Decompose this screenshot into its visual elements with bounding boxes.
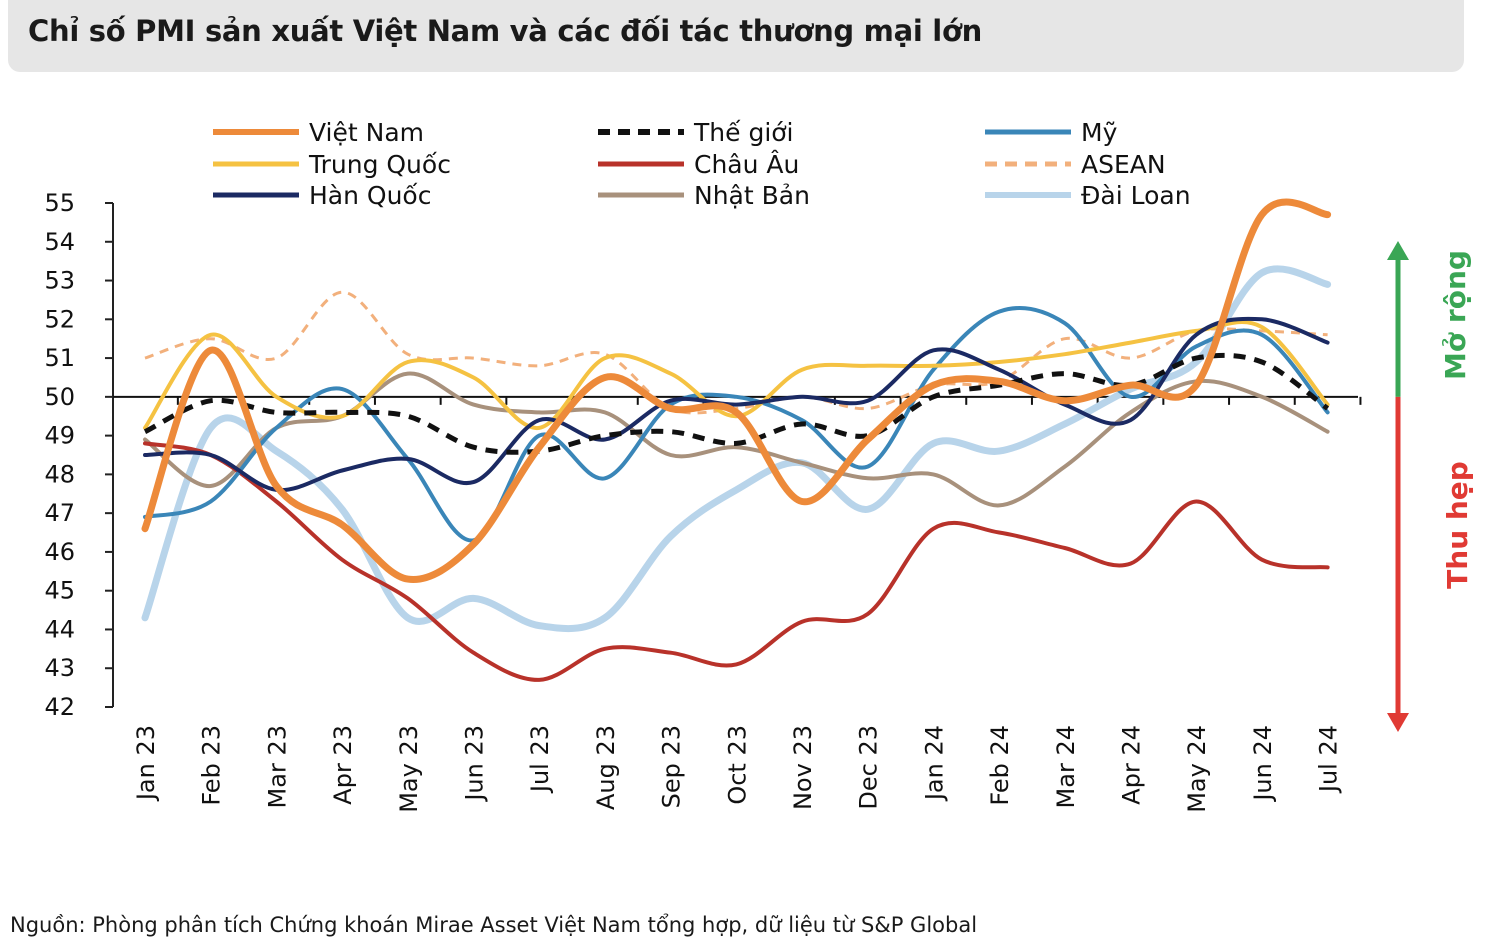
pmi-line-chart: Việt Nam Thế giới Mỹ Trung Quốc Châu Âu ASEAN…: [44, 118, 1474, 813]
expand-label: Mở rộng: [1439, 250, 1472, 380]
y-tick-label: 47: [44, 499, 75, 527]
legend-label: Hàn Quốc: [309, 181, 431, 210]
x-tick-label: Jul 23: [526, 725, 554, 794]
source-note: Nguồn: Phòng phân tích Chứng khoán Mirae…: [10, 913, 978, 937]
contract-label: Thu hẹp: [1441, 461, 1474, 589]
expand-arrow-head: [1387, 241, 1409, 260]
x-tick-label: Dec 23: [855, 725, 883, 810]
series-line-dai-loan: [141, 265, 1332, 633]
x-tick-label: Jun 23: [461, 725, 489, 803]
series-line-the-gioi: [143, 352, 1330, 455]
y-tick-label: 49: [44, 422, 75, 450]
x-tick-label: Oct 23: [723, 725, 751, 805]
x-tick-label: May 23: [395, 725, 423, 813]
y-tick-label: 46: [44, 538, 75, 566]
x-tick-label: May 24: [1183, 725, 1211, 813]
y-tick-label: 53: [44, 267, 75, 295]
legend-label: Nhật Bản: [694, 181, 810, 210]
legend-label: ASEAN: [1081, 150, 1166, 179]
y-tick-label: 43: [44, 654, 75, 682]
x-tick-label: Nov 23: [789, 725, 817, 810]
x-tick-label: Feb 24: [986, 725, 1014, 806]
legend-label: Mỹ: [1081, 118, 1118, 147]
contract-arrow-head: [1387, 713, 1409, 732]
x-tick-label: Jun 24: [1249, 725, 1277, 803]
expansion-contraction-indicator: Mở rộng Thu hẹp: [1387, 241, 1474, 732]
x-tick-label: Mar 24: [1052, 725, 1080, 808]
legend-label: Châu Âu: [694, 150, 799, 179]
y-tick-label: 52: [44, 305, 75, 333]
series-line-my: [143, 305, 1330, 543]
x-tick-label: Jan 23: [132, 725, 160, 802]
axes: 42 43 44 45 46 47 48 49 50 51 52 53 54 55 Jan 23 Feb 23…: [44, 189, 1362, 813]
x-tick-label: Apr 23: [329, 725, 357, 805]
title-bar: Chỉ số PMI sản xuất Việt Nam và các đối …: [8, 0, 1464, 72]
y-tick-label: 54: [44, 228, 75, 256]
x-tick-label: Sep 23: [658, 725, 686, 808]
series-line-chau-au: [143, 441, 1330, 682]
y-tick-label: 51: [44, 344, 75, 372]
y-tick-label: 44: [44, 615, 75, 643]
series-line-trung-quoc: [143, 320, 1330, 430]
legend-label: Thế giới: [693, 118, 794, 147]
y-tick-label: 50: [44, 383, 75, 411]
legend: Việt Nam Thế giới Mỹ Trung Quốc Châu Âu ASEAN…: [213, 118, 1191, 210]
y-tick-label: 42: [44, 693, 75, 721]
series-line-viet-nam: [141, 198, 1332, 583]
legend-label: Trung Quốc: [308, 150, 451, 179]
legend-label: Đài Loan: [1081, 181, 1191, 210]
x-tick-label: Jan 24: [920, 725, 948, 802]
x-tick-label: Jul 24: [1315, 725, 1343, 794]
legend-label: Việt Nam: [309, 118, 424, 147]
series-line-han-quoc: [143, 316, 1330, 493]
chart-title: Chỉ số PMI sản xuất Việt Nam và các đối …: [28, 14, 982, 48]
y-tick-label: 48: [44, 460, 75, 488]
x-tick-label: Mar 23: [263, 725, 291, 808]
x-tick-label: Apr 24: [1118, 725, 1146, 805]
series-lines: [141, 198, 1332, 682]
x-tick-label: Aug 23: [592, 725, 620, 810]
y-tick-label: 55: [44, 189, 75, 217]
y-tick-label: 45: [44, 577, 75, 605]
x-tick-label: Feb 23: [198, 725, 226, 806]
